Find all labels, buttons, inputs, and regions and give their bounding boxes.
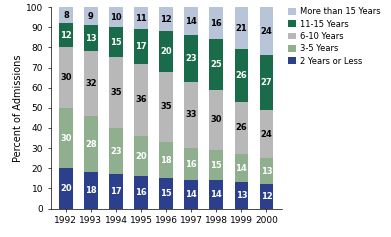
- Bar: [159, 72, 173, 142]
- Text: 11: 11: [135, 14, 147, 23]
- Bar: [260, 55, 273, 110]
- Text: 28: 28: [85, 140, 97, 149]
- Bar: [210, 39, 223, 90]
- Bar: [109, 128, 123, 174]
- Text: 32: 32: [85, 79, 97, 88]
- Bar: [235, 154, 248, 182]
- Text: 20: 20: [60, 184, 72, 193]
- Text: 12: 12: [260, 192, 273, 201]
- Bar: [59, 47, 73, 108]
- Bar: [210, 150, 223, 180]
- Bar: [184, 180, 198, 209]
- Bar: [134, 7, 148, 29]
- Bar: [235, 182, 248, 209]
- Text: 16: 16: [135, 188, 147, 197]
- Bar: [59, 168, 73, 209]
- Bar: [84, 25, 98, 51]
- Text: 20: 20: [135, 152, 147, 161]
- Bar: [159, 142, 173, 178]
- Bar: [260, 184, 273, 209]
- Text: 24: 24: [260, 27, 273, 36]
- Bar: [210, 180, 223, 209]
- Text: 26: 26: [235, 123, 247, 132]
- Text: 36: 36: [135, 95, 147, 104]
- Bar: [59, 108, 73, 168]
- Text: 30: 30: [60, 134, 72, 142]
- Text: 23: 23: [110, 147, 122, 156]
- Bar: [184, 7, 198, 35]
- Text: 18: 18: [160, 156, 172, 165]
- Bar: [109, 58, 123, 128]
- Text: 14: 14: [210, 190, 222, 199]
- Bar: [109, 27, 123, 58]
- Text: 9: 9: [88, 12, 94, 21]
- Bar: [84, 116, 98, 172]
- Bar: [59, 7, 73, 23]
- Text: 13: 13: [85, 34, 97, 43]
- Text: 35: 35: [160, 102, 172, 111]
- Bar: [184, 148, 198, 180]
- Bar: [84, 172, 98, 209]
- Bar: [134, 29, 148, 64]
- Text: 26: 26: [235, 71, 247, 80]
- Text: 24: 24: [260, 130, 273, 138]
- Text: 27: 27: [261, 78, 272, 87]
- Bar: [184, 82, 198, 148]
- Text: 16: 16: [210, 19, 222, 28]
- Bar: [210, 7, 223, 39]
- Bar: [210, 90, 223, 150]
- Bar: [184, 35, 198, 82]
- Bar: [134, 64, 148, 136]
- Bar: [59, 23, 73, 47]
- Bar: [109, 7, 123, 27]
- Bar: [235, 49, 248, 102]
- Text: 21: 21: [235, 24, 247, 33]
- Legend: More than 15 Years, 11-15 Years, 6-10 Years, 3-5 Years, 2 Years or Less: More than 15 Years, 11-15 Years, 6-10 Ye…: [288, 7, 380, 66]
- Text: 30: 30: [211, 115, 222, 124]
- Text: 12: 12: [60, 31, 72, 40]
- Text: 13: 13: [236, 191, 247, 200]
- Bar: [84, 51, 98, 116]
- Text: 33: 33: [185, 110, 197, 119]
- Bar: [235, 102, 248, 154]
- Y-axis label: Percent of Admissions: Percent of Admissions: [13, 54, 23, 162]
- Text: 14: 14: [235, 164, 247, 173]
- Text: 14: 14: [185, 190, 197, 199]
- Text: 16: 16: [185, 160, 197, 169]
- Text: 18: 18: [85, 186, 97, 195]
- Text: 30: 30: [60, 73, 72, 82]
- Text: 14: 14: [185, 17, 197, 26]
- Text: 13: 13: [261, 167, 272, 176]
- Bar: [235, 7, 248, 50]
- Text: 12: 12: [160, 15, 172, 24]
- Text: 10: 10: [110, 13, 122, 22]
- Bar: [134, 176, 148, 209]
- Bar: [260, 110, 273, 158]
- Text: 23: 23: [185, 54, 197, 63]
- Text: 15: 15: [210, 161, 222, 170]
- Text: 8: 8: [63, 11, 69, 20]
- Text: 17: 17: [135, 42, 147, 51]
- Text: 20: 20: [160, 47, 172, 56]
- Text: 15: 15: [110, 38, 122, 47]
- Bar: [159, 31, 173, 72]
- Bar: [109, 174, 123, 209]
- Bar: [260, 7, 273, 55]
- Text: 15: 15: [160, 189, 172, 198]
- Text: 35: 35: [110, 88, 122, 97]
- Bar: [134, 136, 148, 176]
- Bar: [84, 7, 98, 25]
- Bar: [159, 178, 173, 209]
- Text: 25: 25: [210, 60, 222, 69]
- Bar: [260, 158, 273, 184]
- Text: 17: 17: [110, 187, 122, 196]
- Bar: [159, 7, 173, 31]
